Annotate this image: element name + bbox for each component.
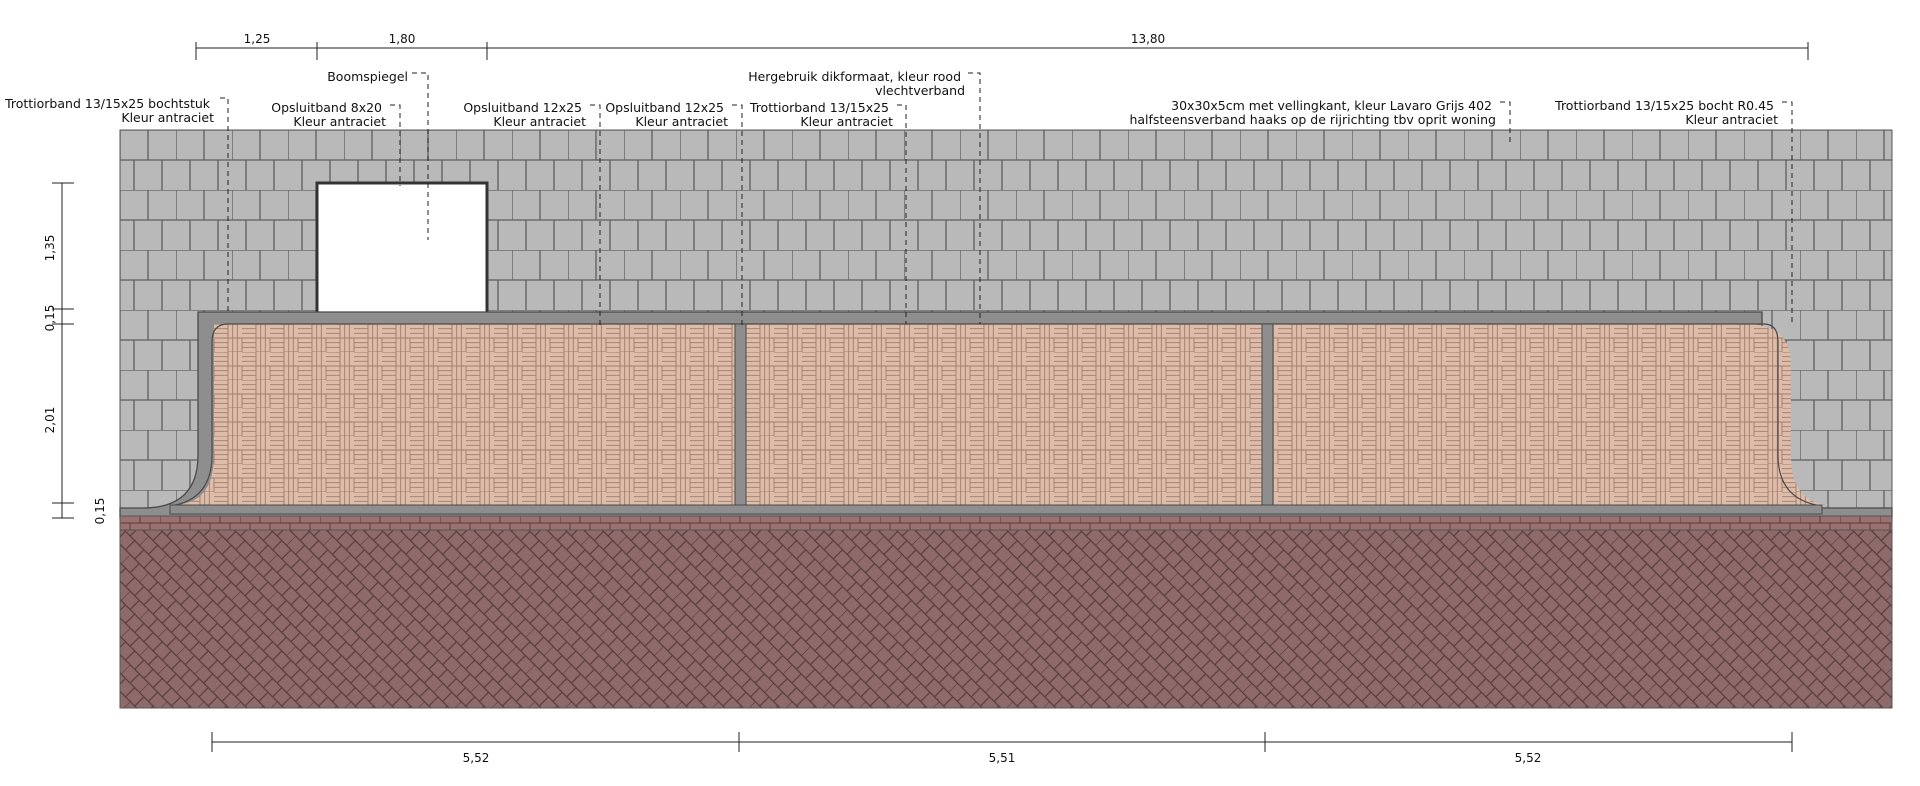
dim-top-3: 13,80 <box>1131 32 1165 46</box>
road-stretcher-row <box>119 515 1893 531</box>
label-hergebruik: Hergebruik dikformaat, kleur rood vlecht… <box>748 69 965 98</box>
dim-top-1: 1,25 <box>244 32 271 46</box>
dim-bottom-3: 5,52 <box>1515 751 1542 765</box>
dim-left-3: 2,01 <box>43 407 57 434</box>
dim-left-2: 0,15 <box>43 305 57 332</box>
label-trottoir-left: Trottiorband 13/15x25 bochtstuk Kleur an… <box>4 96 214 125</box>
label-tegel: 30x30x5cm met vellingkant, kleur Lavaro … <box>1129 98 1496 127</box>
divider-curb-1 <box>734 323 747 509</box>
label-boomspiegel: Boomspiegel <box>327 69 408 84</box>
label-trottoir-mid: Trottiorband 13/15x25 Kleur antraciet <box>749 100 893 129</box>
label-opsluitband-12x25-a: Opsluitband 12x25 Kleur antraciet <box>463 100 586 129</box>
divider-curb-2 <box>1261 323 1274 509</box>
dim-bottom-1: 5,52 <box>463 751 490 765</box>
bottom-curb-strip <box>169 504 1823 515</box>
dim-left-4: 0,15 <box>93 498 107 525</box>
inner-curb-right <box>1763 323 1823 507</box>
brick-field-left-curve <box>172 324 252 505</box>
label-opsluitband-8x20: Opsluitband 8x20 Kleur antraciet <box>271 100 386 129</box>
dim-left-1: 1,35 <box>43 235 57 262</box>
road-herringbone <box>119 529 1893 709</box>
label-trottoir-right: Trottiorband 13/15x25 bocht R0.45 Kleur … <box>1554 98 1778 127</box>
tree-pit <box>315 181 489 316</box>
brick-field <box>214 324 1791 505</box>
label-opsluitband-12x25-b: Opsluitband 12x25 Kleur antraciet <box>605 100 728 129</box>
dim-top-2: 1,80 <box>389 32 416 46</box>
inner-curb-left <box>169 323 229 507</box>
dim-bottom-2: 5,51 <box>989 751 1016 765</box>
brick-field-right-curve <box>1745 324 1833 505</box>
